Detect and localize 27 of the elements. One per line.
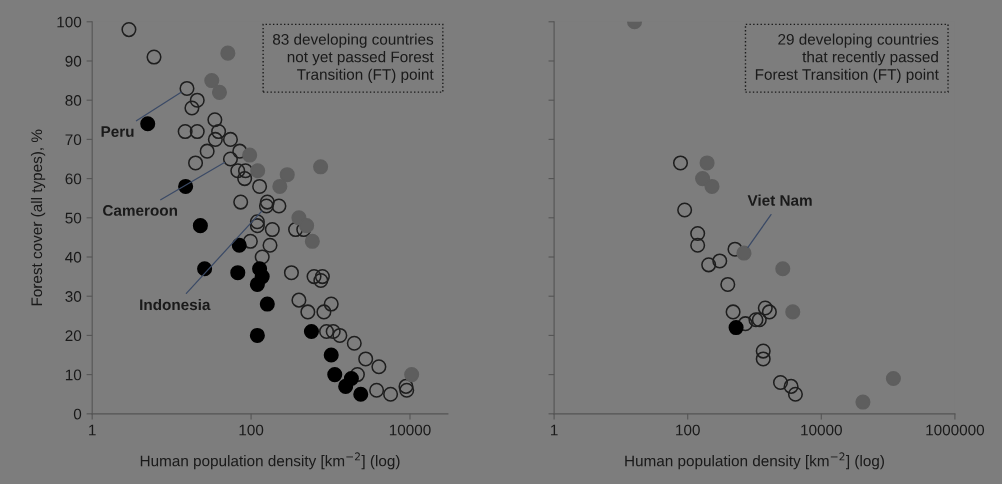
- x-axis-title: Human population density [km$^{−2}$] (log): [625, 452, 884, 470]
- y-tick-label: 90: [65, 55, 82, 67]
- y-tick-label: 40: [65, 251, 82, 263]
- y-tick-label: 70: [65, 134, 82, 146]
- annotation: Peru: [101, 126, 134, 137]
- x-tick-label: 1000000: [926, 424, 985, 436]
- y-tick-label: 20: [65, 330, 82, 342]
- x-tick-label: 1: [551, 424, 558, 436]
- y-tick-label: 10: [65, 369, 82, 381]
- y-tick-label: 60: [65, 173, 82, 185]
- x-tick-label: 10000: [389, 424, 431, 436]
- x-tick-label: 100: [676, 424, 700, 436]
- x-tick-label: 1: [89, 424, 96, 436]
- y-axis-title: Forest cover (all types), %: [30, 129, 46, 306]
- annotation: 29 developing countries that recently passed Forest Transition (FT) point: [755, 33, 939, 83]
- annotation: Cameroon: [103, 205, 178, 216]
- x-tick-label: 10000: [801, 424, 842, 436]
- y-tick-label: 80: [65, 95, 82, 106]
- y-tick-label: 0: [73, 408, 82, 420]
- y-tick-label: 30: [65, 291, 82, 302]
- y-tick-label: 50: [65, 212, 82, 224]
- y-tick-label: 100: [57, 16, 82, 28]
- annotation: 83 developing countries not yet passed Forest Transition (FT) point: [272, 33, 434, 83]
- annotation: Indonesia: [140, 298, 211, 311]
- annotation: Viet Nam: [747, 194, 812, 206]
- x-axis-title: Human population density [km$^{−2}$] (log): [140, 452, 400, 470]
- x-tick-label: 100: [239, 424, 264, 436]
